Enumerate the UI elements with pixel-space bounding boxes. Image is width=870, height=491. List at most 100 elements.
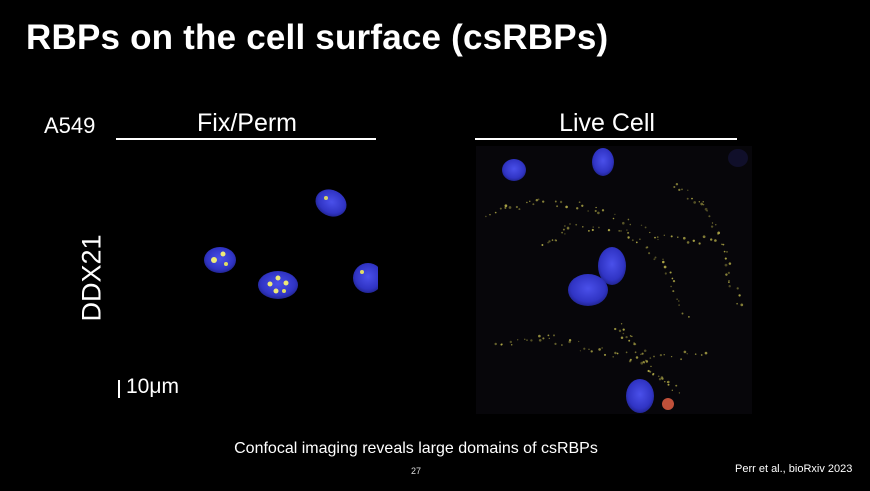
surface-punctum — [704, 207, 708, 211]
surface-punctum — [538, 338, 542, 342]
surface-punctum — [704, 351, 708, 355]
cell-line-label: A549 — [44, 113, 96, 138]
citation: Perr et al., bioRxiv 2023 — [735, 463, 853, 475]
surface-punctum — [601, 347, 603, 349]
surface-punctum — [642, 360, 645, 364]
surface-punctum — [647, 369, 650, 373]
surface-punctum — [622, 332, 625, 335]
surface-punctum — [595, 206, 597, 209]
surface-punctum — [554, 342, 557, 345]
surface-punctum — [629, 358, 632, 361]
surface-punctum — [631, 335, 633, 338]
surface-punctum — [672, 279, 676, 283]
surface-punctum — [614, 327, 617, 331]
surface-punctum — [711, 222, 714, 224]
surface-punctum — [680, 358, 683, 361]
slide-title: RBPs on the cell surface (csRBPs) — [26, 18, 609, 57]
surface-punctum — [568, 339, 572, 342]
surface-punctum — [641, 352, 644, 355]
surface-punctum — [581, 204, 584, 207]
surface-punctum — [698, 242, 701, 245]
surface-punctum — [530, 339, 533, 342]
surface-punctum — [694, 353, 697, 355]
fix-perm-micrograph — [116, 150, 378, 412]
surface-punctum — [663, 234, 665, 236]
fix-perm-rule — [116, 138, 376, 140]
surface-punctum — [622, 328, 625, 331]
surface-punctum — [515, 205, 519, 209]
surface-punctum — [728, 280, 730, 282]
nucleus — [353, 263, 378, 293]
surface-punctum — [626, 229, 628, 231]
surface-punctum — [723, 250, 726, 253]
surface-punctum — [698, 201, 700, 203]
surface-punctum — [509, 340, 513, 344]
surface-punctum — [587, 210, 589, 212]
surface-punctum — [672, 290, 675, 293]
surface-punctum — [551, 239, 554, 241]
surface-punctum — [535, 198, 539, 202]
surface-punctum — [627, 231, 630, 234]
surface-punctum — [659, 353, 663, 357]
surface-punctum — [629, 335, 632, 337]
scale-bar-label: 10μm — [126, 375, 179, 398]
surface-punctum — [646, 246, 649, 249]
surface-punctum — [649, 370, 652, 373]
surface-punctum — [628, 339, 631, 342]
surface-punctum — [597, 211, 600, 215]
surface-punctum — [518, 208, 521, 211]
surface-punctum — [664, 381, 666, 383]
surface-punctum — [678, 300, 680, 302]
nucleus — [258, 271, 298, 299]
surface-punctum — [569, 223, 571, 225]
slide-caption: Confocal imaging reveals large domains o… — [234, 440, 598, 457]
surface-punctum — [714, 239, 717, 242]
surface-punctum — [537, 198, 540, 201]
surface-punctum — [650, 365, 652, 368]
surface-punctum — [728, 285, 731, 288]
surface-punctum — [702, 235, 706, 239]
live-cell-rule — [475, 138, 737, 140]
surface-punctum — [700, 202, 704, 206]
surface-punctum — [653, 355, 655, 358]
red-spot — [662, 398, 674, 410]
surface-punctum — [702, 201, 704, 203]
surface-punctum — [660, 376, 664, 379]
surface-punctum — [691, 197, 693, 200]
nucleus — [626, 379, 654, 413]
surface-punctum — [526, 201, 528, 204]
surface-punctum — [721, 243, 723, 246]
surface-punctum — [710, 225, 714, 228]
surface-punctum — [715, 224, 717, 226]
surface-punctum — [612, 217, 615, 220]
surface-punctum — [564, 233, 566, 235]
surface-punctum — [678, 188, 681, 192]
surface-punctum — [561, 231, 563, 234]
surface-punctum — [552, 334, 556, 337]
surface-punctum — [500, 343, 503, 346]
surface-punctum — [671, 389, 673, 391]
surface-punctum — [722, 243, 725, 246]
surface-punctum — [651, 373, 655, 376]
surface-punctum — [740, 303, 744, 307]
surface-punctum — [625, 335, 628, 339]
surface-punctum — [658, 378, 662, 381]
surface-punctum — [548, 240, 551, 243]
surface-punctum — [717, 233, 719, 235]
surface-punctum — [643, 349, 647, 353]
surface-punctum — [582, 226, 584, 228]
surface-punctum — [620, 230, 622, 232]
nucleus — [568, 274, 608, 306]
surface-punctum — [608, 229, 610, 232]
surface-punctum — [542, 337, 545, 340]
surface-punctum — [692, 239, 696, 243]
surface-punctum — [710, 238, 713, 241]
surface-punctum — [554, 200, 557, 203]
surface-punctum — [510, 344, 513, 346]
surface-punctum — [657, 375, 660, 378]
surface-punctum — [627, 236, 630, 239]
live-cell-micrograph — [476, 146, 752, 414]
ddx21-row-label: DDX21 — [76, 234, 107, 322]
surface-punctum — [643, 362, 646, 364]
surface-punctum — [675, 384, 678, 387]
